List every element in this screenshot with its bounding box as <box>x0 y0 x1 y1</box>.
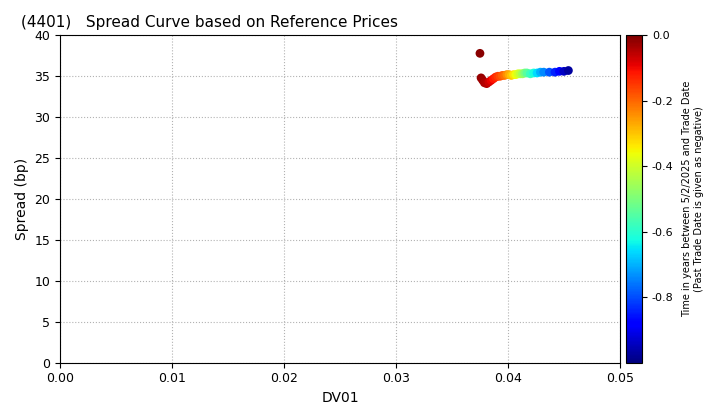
Point <box>519 70 531 76</box>
Point <box>562 67 574 74</box>
Point <box>528 70 539 76</box>
Point <box>538 69 549 76</box>
Point <box>490 74 501 81</box>
X-axis label: DV01: DV01 <box>321 391 359 405</box>
Point <box>485 77 497 84</box>
Text: (4401)   Spread Curve based on Reference Prices: (4401) Spread Curve based on Reference P… <box>21 15 398 30</box>
Point <box>558 68 570 75</box>
Point <box>503 71 515 78</box>
Point <box>535 69 546 76</box>
Point <box>515 71 526 77</box>
Point <box>505 72 517 79</box>
Point <box>510 71 521 78</box>
Point <box>508 71 519 78</box>
Point <box>517 71 528 77</box>
Point <box>477 77 488 84</box>
Point <box>487 75 499 82</box>
Point <box>497 72 508 79</box>
Point <box>554 68 565 75</box>
Point <box>479 79 490 86</box>
Point <box>495 73 506 80</box>
Y-axis label: Time in years between 5/2/2025 and Trade Date
(Past Trade Date is given as negat: Time in years between 5/2/2025 and Trade… <box>682 81 703 317</box>
Point <box>492 73 503 80</box>
Point <box>544 69 555 76</box>
Point <box>481 80 492 87</box>
Y-axis label: Spread (bp): Spread (bp) <box>15 158 29 240</box>
Point <box>531 70 543 76</box>
Point <box>501 71 513 78</box>
Point <box>475 74 487 81</box>
Point <box>474 50 486 57</box>
Point <box>512 71 523 77</box>
Point <box>525 71 536 77</box>
Point <box>549 69 561 76</box>
Point <box>499 72 510 79</box>
Point <box>521 70 533 76</box>
Point <box>483 79 495 85</box>
